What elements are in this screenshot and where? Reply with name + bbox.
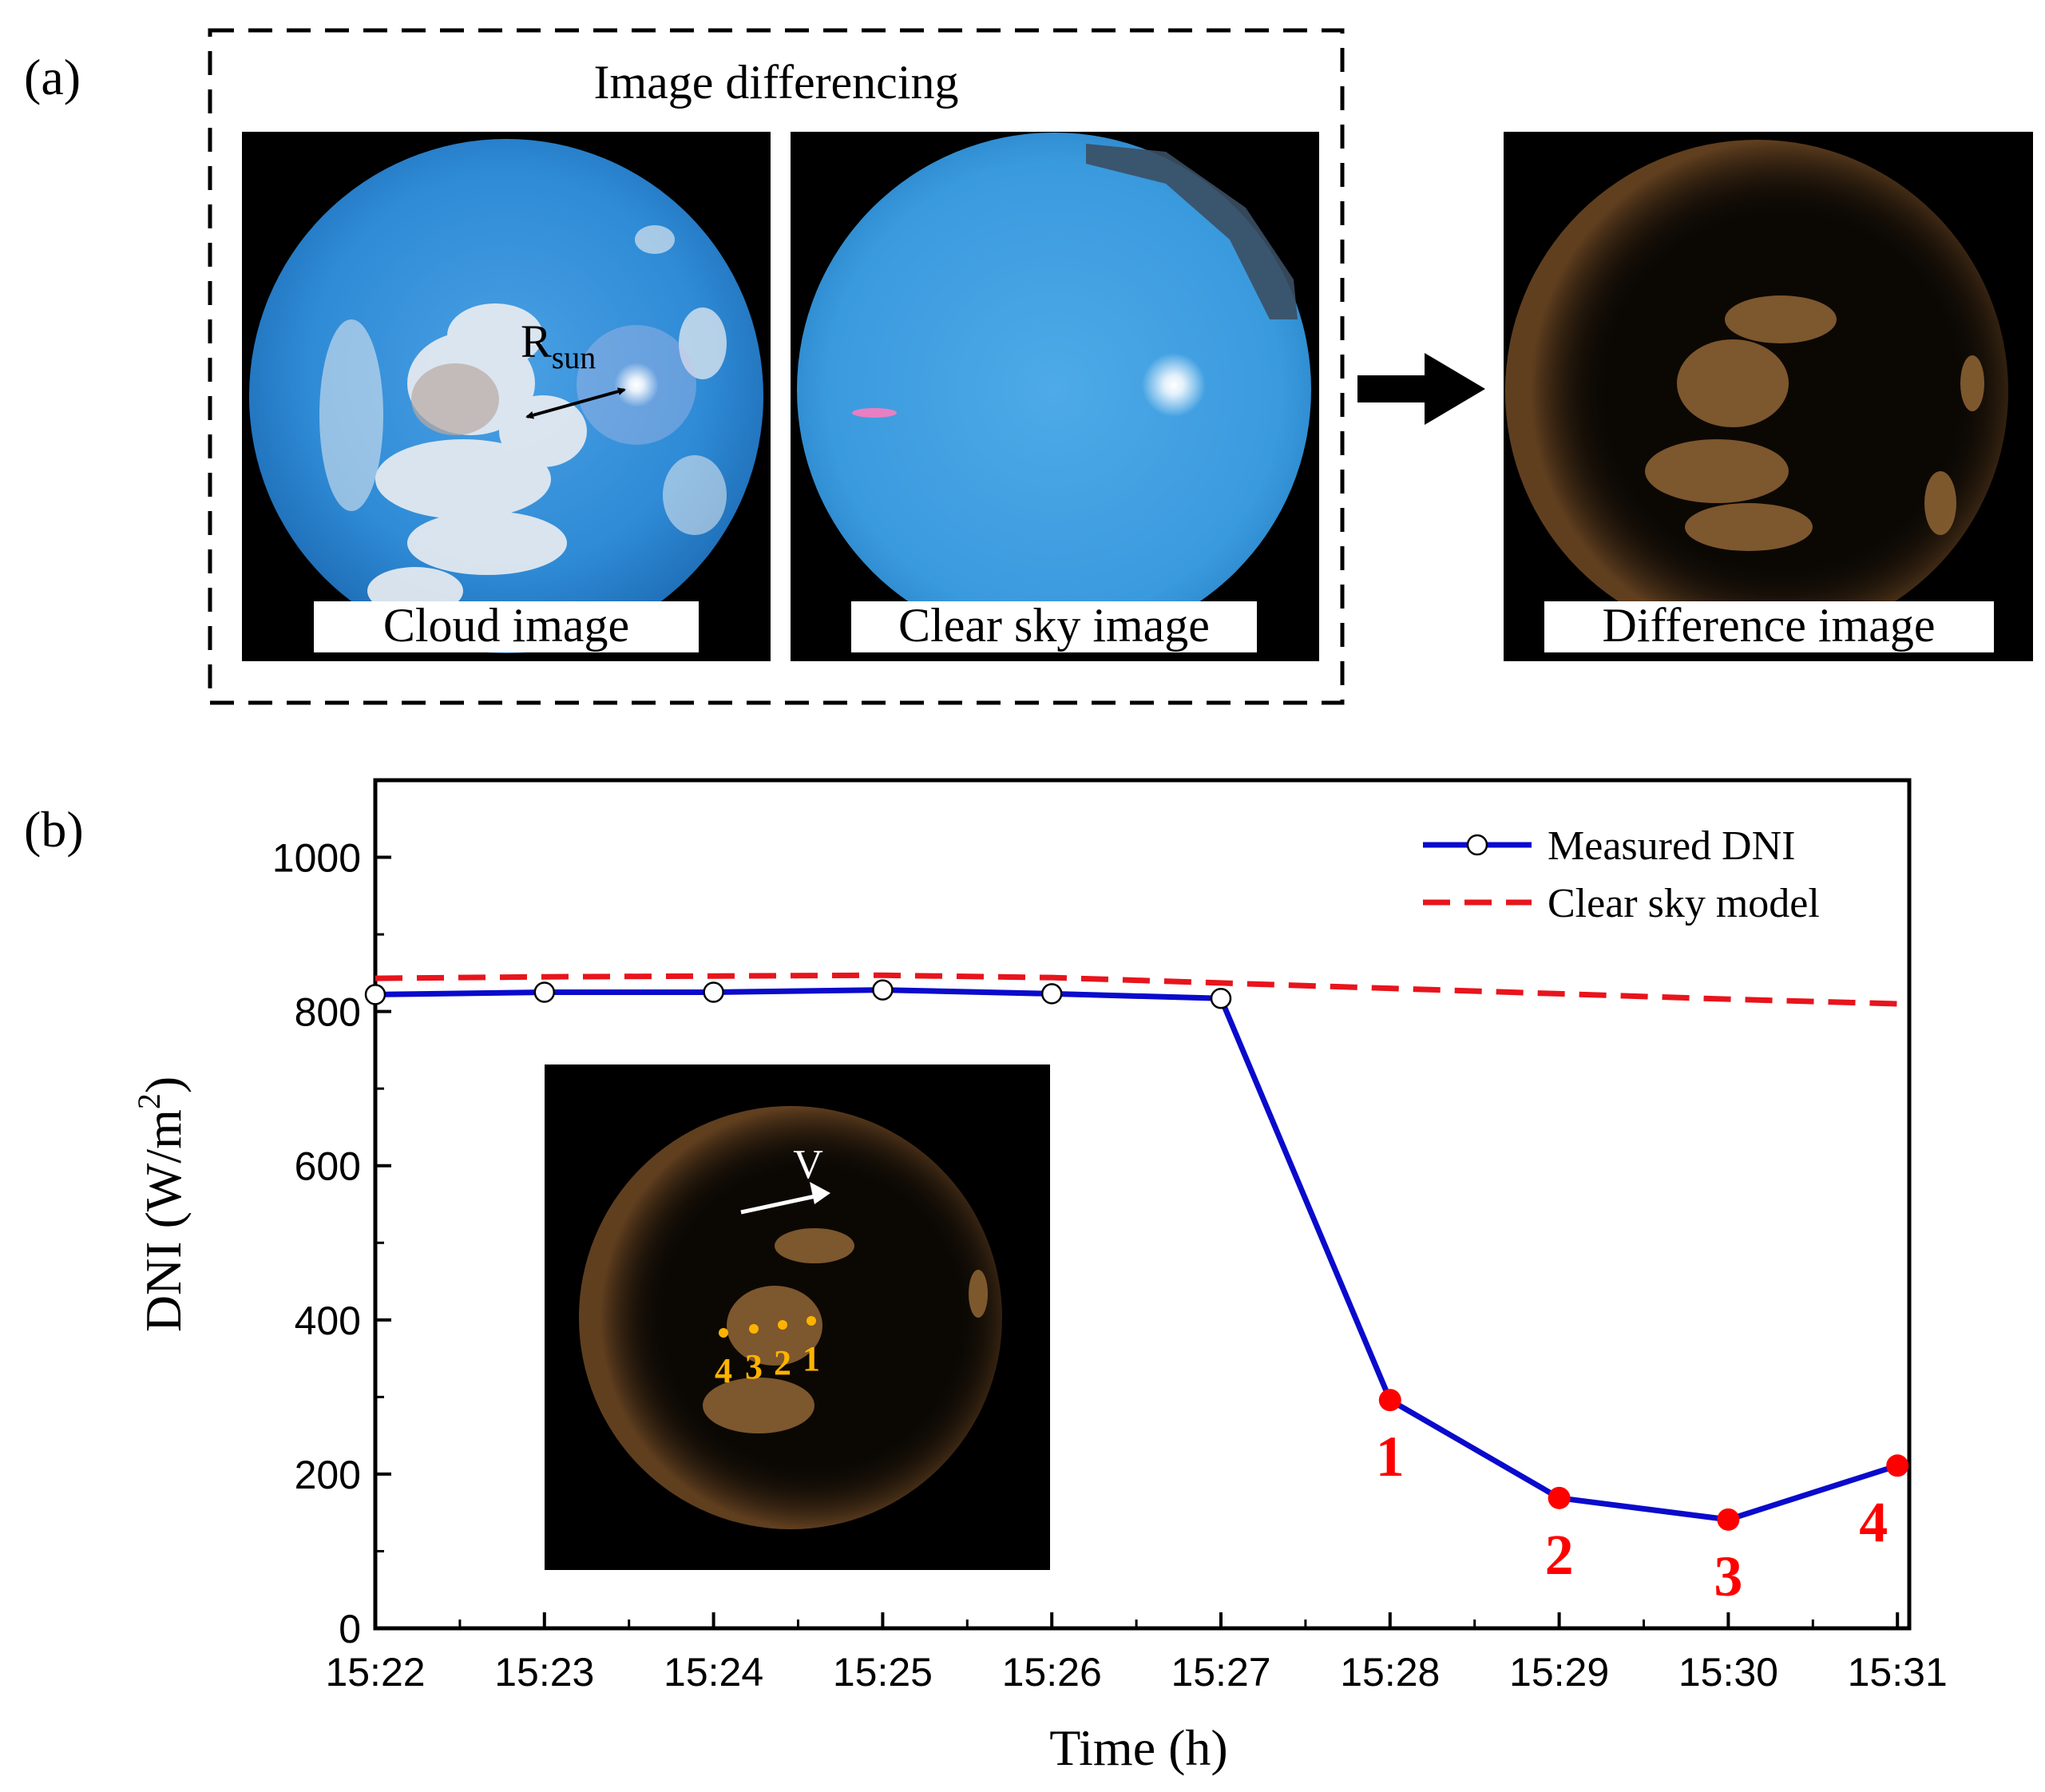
image-differencing-box — [208, 28, 1345, 705]
plot-frame — [373, 778, 1912, 1631]
panel-b-label: (b) — [24, 801, 84, 858]
velocity-arrowhead — [810, 1182, 830, 1204]
velocity-label: V — [793, 1142, 823, 1187]
inset-point-label: 1 — [803, 1339, 820, 1378]
velocity-arrow — [740, 1192, 823, 1215]
x-tick-label: 15:29 — [1509, 1650, 1609, 1695]
inset-point-label: 3 — [745, 1347, 763, 1386]
x-tick-label: 15:22 — [325, 1650, 425, 1695]
measured-dni-point — [1040, 983, 1063, 1005]
rsun-arrow — [525, 387, 626, 419]
measured-dni-line — [375, 987, 1899, 1523]
y-axis-title: DNI (W/m2) — [131, 1076, 192, 1332]
point-annotation-label: 4 — [1859, 1490, 1888, 1554]
cloud-image-caption: Cloud image — [383, 599, 629, 652]
arrow-right-icon — [1357, 353, 1485, 425]
x-tick-label: 15:26 — [1002, 1650, 1102, 1695]
measured-dni-point-annotated — [1886, 1454, 1909, 1477]
inset-point-dot — [778, 1320, 787, 1330]
measured-dni-point — [703, 981, 724, 1003]
inset-point-dot — [719, 1328, 728, 1338]
measured-dni-point — [533, 981, 556, 1003]
inset-point-dot — [807, 1316, 816, 1326]
point-annotation-label: 3 — [1714, 1544, 1742, 1608]
measured-dni-point — [872, 979, 894, 1001]
point-annotation-label: 2 — [1545, 1523, 1574, 1587]
inset-point-dot — [749, 1324, 759, 1334]
y-tick-label: 400 — [295, 1298, 361, 1343]
clear-sky-model-line — [375, 972, 1898, 1007]
point-annotation-label: 1 — [1376, 1425, 1405, 1489]
x-axis: 15:22 15:23 15:24 15:25 15:26 15:27 15:28 15:29… — [325, 1612, 1948, 1695]
inset-point-label: 4 — [715, 1351, 732, 1390]
clear-sky-image: Clear sky image — [791, 132, 1319, 661]
legend-measured-label: Measured DNI — [1548, 823, 1795, 869]
point-annotations: 1 2 3 4 — [1376, 1425, 1888, 1608]
x-tick-label: 15:27 — [1171, 1650, 1270, 1695]
legend-measured-marker — [1466, 834, 1488, 856]
legend: Measured DNI Clear sky model — [1423, 823, 1820, 926]
y-tick-label: 0 — [339, 1607, 361, 1651]
x-tick-label: 15:28 — [1340, 1650, 1440, 1695]
y-axis: 0 200 400 600 800 1000 — [272, 836, 391, 1651]
clear-sky-caption: Clear sky image — [898, 599, 1210, 652]
y-tick-label: 800 — [295, 990, 361, 1035]
x-axis-title: Time (h) — [1049, 1719, 1227, 1776]
y-tick-label: 1000 — [272, 836, 361, 881]
y-tick-label: 600 — [295, 1144, 361, 1189]
measured-dni-point-annotated — [1378, 1389, 1401, 1412]
measured-dni-point — [1210, 987, 1232, 1009]
x-tick-label: 15:30 — [1678, 1650, 1778, 1695]
measured-dni-point-annotated — [1548, 1486, 1571, 1509]
measured-dni-point-annotated — [1717, 1508, 1740, 1531]
series-layer — [364, 972, 1909, 1531]
inset-point-label: 2 — [774, 1343, 791, 1382]
x-tick-label: 15:24 — [664, 1650, 763, 1695]
x-tick-label: 15:25 — [833, 1650, 933, 1695]
image-differencing-title: Image differencing — [593, 56, 958, 109]
measured-dni-point — [364, 984, 386, 1005]
legend-clear-sky-label: Clear sky model — [1548, 881, 1820, 926]
cloud-image: Cloud image Rsun — [242, 132, 771, 661]
rsun-label: Rsun — [521, 315, 596, 375]
x-tick-label: 15:31 — [1848, 1650, 1948, 1695]
difference-image: Difference image — [1504, 132, 2033, 661]
y-tick-label: 200 — [295, 1453, 361, 1497]
difference-image-caption: Difference image — [1603, 599, 1936, 652]
panel-a-label: (a) — [24, 49, 81, 105]
x-tick-label: 15:23 — [494, 1650, 594, 1695]
